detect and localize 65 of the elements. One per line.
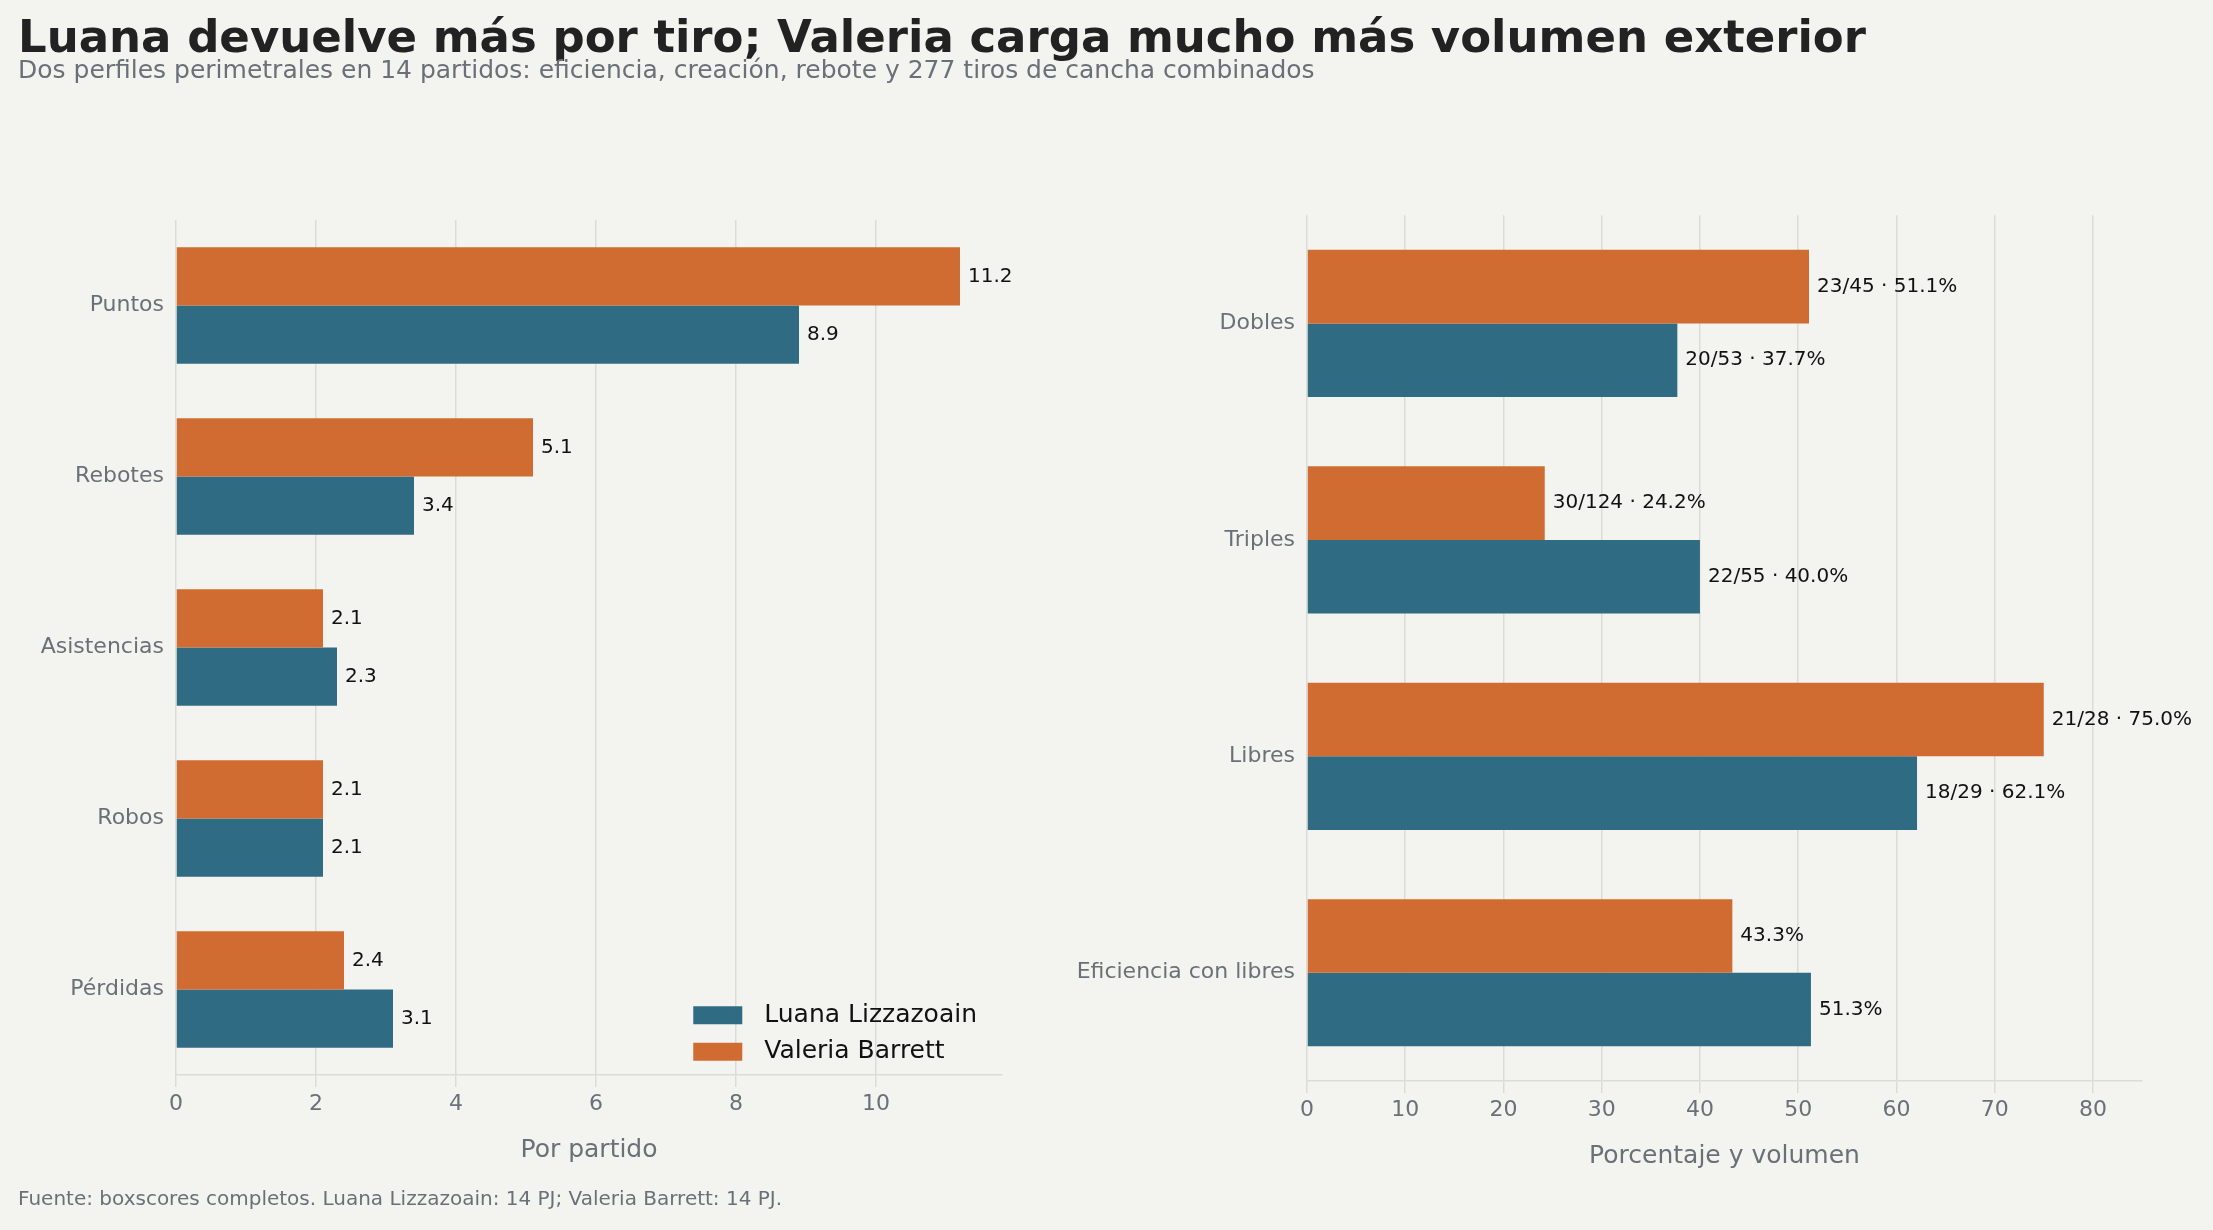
bar xyxy=(1307,323,1678,398)
legend-label: Valeria Barrett xyxy=(764,1035,945,1065)
bar xyxy=(176,476,414,535)
x-tick-label: 30 xyxy=(1587,1095,1616,1121)
y-tick-label: Dobles xyxy=(1219,309,1295,335)
x-tick-label: 0 xyxy=(1300,1095,1314,1121)
data-label: 2.1 xyxy=(331,833,363,858)
data-label: 51.3% xyxy=(1818,995,1883,1020)
data-label: 23/45 · 51.1% xyxy=(1816,272,1958,297)
y-tick-label: Asistencias xyxy=(40,633,164,659)
y-tick-label: Eficiencia con libres xyxy=(1076,958,1295,984)
data-label: 2.4 xyxy=(352,946,384,971)
data-label: 2.1 xyxy=(331,604,363,629)
y-tick-label: Pérdidas xyxy=(70,975,164,1001)
data-label: 20/53 · 37.7% xyxy=(1685,346,1826,371)
bar xyxy=(1307,539,1700,614)
data-label: 43.3% xyxy=(1740,922,1804,947)
bar xyxy=(1307,756,1918,830)
x-tick-label: 50 xyxy=(1784,1095,1813,1121)
y-tick-label: Libres xyxy=(1229,742,1295,768)
bar xyxy=(1307,682,2044,757)
data-label: 21/28 · 75.0% xyxy=(2051,705,2193,730)
bar xyxy=(176,305,799,364)
bar xyxy=(176,247,960,306)
bar xyxy=(176,931,344,990)
bar xyxy=(176,418,533,477)
x-tick-label: 40 xyxy=(1685,1095,1714,1121)
x-tick-label: 70 xyxy=(1980,1095,2009,1121)
x-axis-title: Porcentaje y volumen xyxy=(1589,1139,1860,1169)
data-label: 22/55 · 40.0% xyxy=(1707,562,1849,587)
source-note: Fuente: boxscores completos. Luana Lizzazoain: 14 PJ; Valeria Barrett: 14 PJ. xyxy=(18,1186,783,1210)
data-label: 2.1 xyxy=(331,775,363,800)
x-tick-label: 6 xyxy=(589,1089,603,1115)
y-tick-label: Triples xyxy=(1223,525,1295,551)
data-label: 2.3 xyxy=(345,662,377,687)
bar xyxy=(1307,972,1811,1047)
data-label: 18/29 · 62.1% xyxy=(1925,779,2066,804)
x-tick-label: 10 xyxy=(862,1089,890,1115)
legend-label: Luana Lizzazoain xyxy=(764,998,977,1028)
bar xyxy=(1307,466,1545,540)
x-tick-label: 4 xyxy=(449,1089,463,1115)
data-label: 11.2 xyxy=(968,262,1013,287)
data-label: 3.4 xyxy=(422,491,454,516)
y-tick-label: Rebotes xyxy=(75,462,164,488)
bar xyxy=(176,760,323,819)
bar xyxy=(1307,249,1809,324)
x-tick-label: 0 xyxy=(169,1089,183,1115)
x-axis-title: Por partido xyxy=(520,1133,658,1163)
bar xyxy=(176,647,337,706)
y-tick-label: Robos xyxy=(97,804,164,830)
x-tick-label: 20 xyxy=(1489,1095,1518,1121)
x-tick-label: 8 xyxy=(729,1089,743,1115)
bar xyxy=(176,818,323,877)
data-label: 3.1 xyxy=(401,1004,433,1029)
bar xyxy=(176,989,393,1048)
x-tick-label: 60 xyxy=(1882,1095,1911,1121)
data-label: 5.1 xyxy=(541,433,573,458)
x-tick-label: 10 xyxy=(1391,1095,1420,1121)
x-tick-label: 2 xyxy=(309,1089,323,1115)
data-label: 8.9 xyxy=(807,320,839,345)
bar xyxy=(176,589,323,648)
data-label: 30/124 · 24.2% xyxy=(1552,489,1706,514)
y-tick-label: Puntos xyxy=(89,291,164,317)
x-tick-label: 80 xyxy=(2078,1095,2107,1121)
bar xyxy=(1307,899,1733,973)
